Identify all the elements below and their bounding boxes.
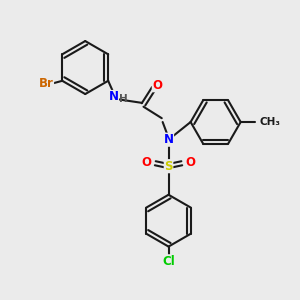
Text: N: N (109, 91, 118, 103)
Text: CH₃: CH₃ (259, 117, 280, 127)
Text: O: O (152, 79, 162, 92)
Text: S: S (164, 160, 173, 173)
Text: H: H (118, 94, 127, 104)
Text: Br: Br (39, 77, 53, 90)
Text: O: O (141, 156, 152, 169)
Text: N: N (164, 133, 173, 146)
Text: O: O (186, 156, 196, 169)
Text: Cl: Cl (162, 255, 175, 268)
